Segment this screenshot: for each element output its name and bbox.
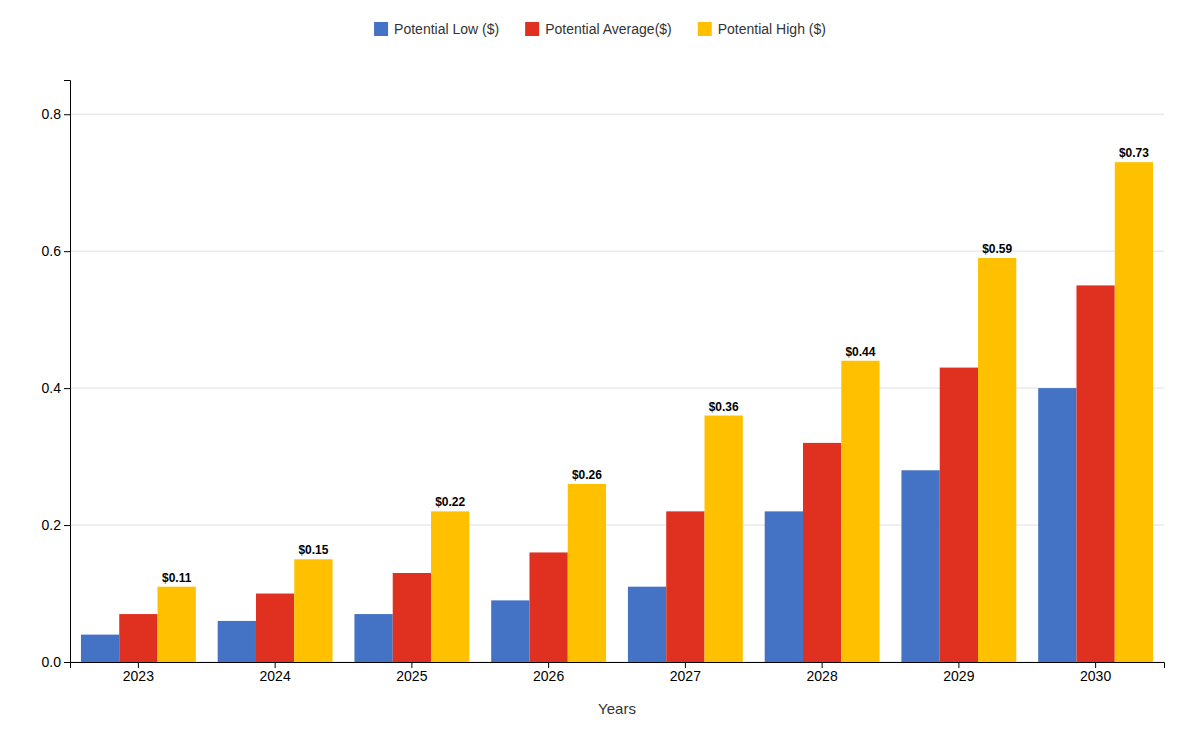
legend-item: Potential Low ($) [374,21,499,37]
bar [568,484,606,662]
bar [705,416,743,662]
legend-swatch [525,22,539,36]
legend-item: Potential High ($) [698,21,826,37]
data-labels: $0.11 $0.15 $0.22 $0.26 $0.36 $0.44 $0.59 $0.73 [162,146,1149,585]
y-tick: 0.2 [42,517,70,533]
y-tick-label: 0.6 [42,243,62,259]
x-tick: 2024 [260,662,291,684]
bar [119,614,157,662]
bar [841,361,879,662]
bar [940,368,978,662]
x-tick-label: 2027 [670,668,701,684]
bar [901,470,939,662]
y-tick-label: 0.4 [42,380,62,396]
legend-item: Potential Average($) [525,21,672,37]
bars [81,162,1153,662]
x-tick: 2025 [396,662,427,684]
x-tick-label: 2028 [807,668,838,684]
x-tick-label: 2025 [396,668,427,684]
x-tick: 2026 [533,662,564,684]
legend: Potential Low ($) Potential Average($) Pot… [374,21,826,37]
bar [393,573,431,662]
y-tick-mark [64,251,70,252]
bar [158,587,196,662]
x-axis-title: Years [598,700,636,717]
x-tick: 2029 [943,662,974,684]
x-tick: 2030 [1080,662,1111,684]
data-label: $0.36 [709,400,739,414]
bar [666,511,704,662]
x-tick: 2028 [807,662,838,684]
data-label: $0.26 [572,468,602,482]
grid-line [70,114,1164,115]
bar [81,635,119,662]
bar-series [81,388,1077,662]
legend-label: Potential Low ($) [394,21,499,37]
data-label: $0.44 [845,345,875,359]
bar [294,559,332,662]
y-tick-label: 0.2 [42,517,62,533]
y-axis: 0.0 0.2 0.4 0.6 0.8 [42,81,71,670]
y-tick: 0.4 [42,380,70,396]
data-label: $0.11 [162,571,192,585]
y-tick: 0.6 [42,243,70,259]
data-label: $0.22 [435,495,465,509]
y-tick: 0.8 [42,106,70,122]
bar-series [158,162,1154,662]
x-tick: 2027 [670,662,701,684]
grid [70,114,1164,662]
bar [218,621,256,662]
data-label: $0.15 [298,543,328,557]
y-tick-mark [64,662,70,663]
bar [978,258,1016,662]
bar [491,600,529,662]
data-label: $0.59 [982,242,1012,256]
x-axis-line [71,663,1165,669]
legend-label: Potential High ($) [718,21,826,37]
x-tick-label: 2023 [123,668,154,684]
chart: 0.00.20.40.60.82023202420252026202720282… [0,0,1200,742]
legend-swatch [374,22,388,36]
plot: 0.00.20.40.60.82023202420252026202720282… [42,81,1165,718]
legend-label: Potential Average($) [545,21,672,37]
bar [1115,162,1153,662]
bar [1076,285,1114,662]
x-tick: 2023 [123,662,154,684]
y-tick-mark [64,388,70,389]
y-tick-mark [64,114,70,115]
y-tick: 0.0 [42,654,70,670]
x-tick-label: 2024 [260,668,291,684]
legend-swatch [698,22,712,36]
y-tick-label: 0.8 [42,106,62,122]
bar [354,614,392,662]
y-tick-mark [64,525,70,526]
bar [529,552,567,662]
bar [431,511,469,662]
x-axis: 2023 2024 2025 2026 2027 2028 2029 2030 [71,662,1165,684]
bar [628,587,666,662]
y-axis-line [64,81,71,663]
bar [1038,388,1076,662]
x-tick-label: 2029 [943,668,974,684]
x-tick-label: 2030 [1080,668,1111,684]
data-label: $0.73 [1119,146,1149,160]
bar [765,511,803,662]
bar [803,443,841,662]
y-tick-label: 0.0 [42,654,62,670]
bar [256,594,294,662]
bar-series [119,285,1115,662]
x-tick-label: 2026 [533,668,564,684]
